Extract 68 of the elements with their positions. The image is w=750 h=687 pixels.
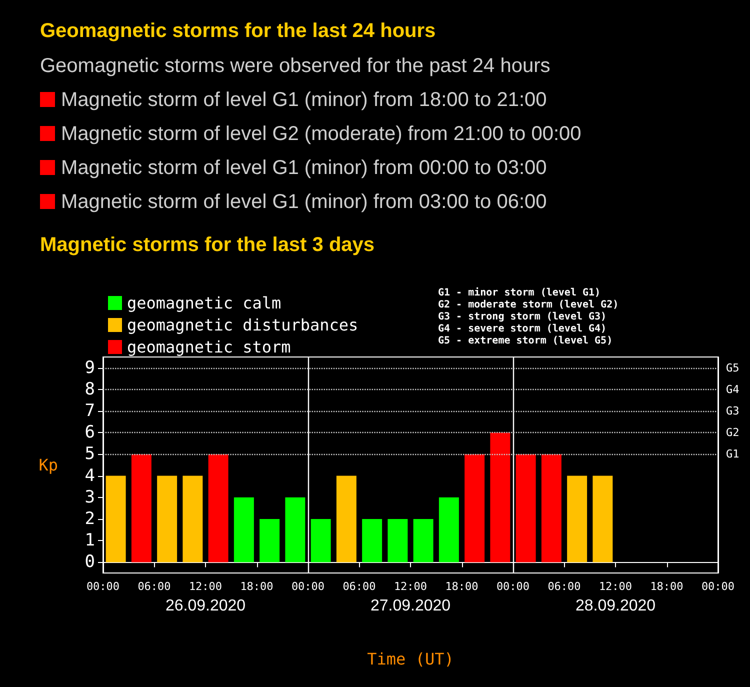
y-tick-label: 6 (84, 422, 95, 443)
text: Geomagnetic storms were observed for the past 24 hours (40, 55, 552, 78)
text: 28.09.2020 (575, 598, 656, 614)
bar (567, 476, 588, 562)
x-tick-label: 06:00 (342, 580, 376, 593)
bar (592, 476, 613, 562)
x-tick-label: 12:00 (394, 580, 428, 593)
text: G5 - extreme storm (level G5) (438, 336, 613, 346)
text: G4 - severe storm (level G4) (438, 324, 607, 334)
text: 26.09.2020 (165, 598, 246, 614)
bar (541, 454, 562, 562)
x-tick-label: 18:00 (650, 580, 684, 593)
bar (182, 476, 203, 562)
x-tick-label: 12:00 (188, 580, 222, 593)
x-tick-label: 12:00 (598, 580, 632, 593)
ref-line-label: G4 (726, 382, 740, 396)
bar (131, 454, 152, 562)
text: G2 - moderate storm (level G2) (438, 300, 619, 310)
y-tick-label: 5 (84, 444, 95, 464)
y-axis-title: Kp (38, 456, 58, 474)
y-tick-label: 0 (84, 552, 95, 572)
bar (208, 454, 228, 562)
bar (234, 497, 254, 562)
x-tick-label: 00:00 (86, 580, 120, 593)
text: Magnetic storm of level G1 (minor) from 18:00 to 21:00 (60, 89, 548, 112)
y-tick-label: 1 (84, 530, 95, 551)
y-tick-label: 8 (84, 379, 95, 400)
bar (413, 519, 434, 562)
bar (388, 519, 408, 562)
text: Magnetic storm of level G1 (minor) from 03:00 to 06:00 (60, 191, 548, 214)
ref-line-label: G1 (726, 448, 740, 461)
x-tick-label: 00:00 (701, 580, 735, 593)
x-tick-label: 00:00 (496, 580, 530, 593)
ref-line-label: G2 (726, 426, 740, 440)
ref-line-label: G5 (726, 361, 740, 374)
x-tick-label: 06:00 (548, 580, 581, 593)
y-tick-label: 9 (84, 358, 95, 378)
x-axis-title: Time (UT) (367, 650, 454, 668)
text: G3 - strong storm (level G3) (438, 312, 607, 322)
text: Magnetic storm of level G2 (moderate) from 21:00 to 00:00 (60, 123, 582, 146)
legend-label: geomagnetic storm (127, 338, 291, 356)
bar (490, 432, 510, 562)
y-tick-label: 2 (84, 509, 95, 529)
bar (516, 454, 536, 562)
legend-label: geomagnetic calm (127, 294, 282, 312)
y-tick-label: 4 (84, 466, 95, 486)
text: Magnetic storm of level G1 (minor) from 00:00 to 03:00 (60, 157, 548, 180)
bar (106, 476, 126, 562)
x-tick-label: 18:00 (445, 580, 478, 593)
text: G1 - minor storm (level G1) (438, 286, 601, 298)
bar (310, 519, 331, 562)
ref-line-label: G3 (726, 404, 740, 418)
bar (157, 476, 178, 562)
bar (438, 497, 459, 562)
bar (260, 519, 280, 562)
x-tick-label: 18:00 (240, 580, 274, 593)
bar (285, 497, 306, 562)
legend-label: geomagnetic disturbances (127, 316, 358, 334)
x-tick-label: 00:00 (291, 580, 325, 593)
text: 27.09.2020 (370, 598, 451, 614)
chart-title: Geomagnetic storms for the last 24 hours (40, 20, 437, 43)
bar (464, 454, 485, 562)
x-tick-label: 06:00 (138, 580, 171, 593)
chart-subtitle: Magnetic storms for the last 3 days (40, 234, 376, 257)
bar (362, 519, 382, 562)
y-tick-label: 3 (84, 487, 95, 508)
bar (336, 476, 356, 562)
y-tick-label: 7 (84, 401, 95, 421)
